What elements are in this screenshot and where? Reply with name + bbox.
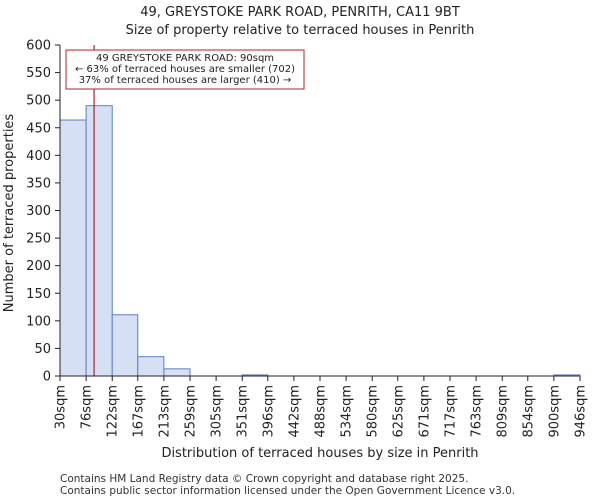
y-tick-label: 350 <box>26 176 51 191</box>
bar-122sqm <box>111 314 139 377</box>
x-tick-label: 763sqm <box>470 385 485 438</box>
x-tick-label: 580sqm <box>366 385 381 438</box>
annotation-line-2: ← 63% of terraced houses are smaller (70… <box>75 64 295 75</box>
x-tick-label: 809sqm <box>496 385 511 438</box>
chart-subtitle: Size of property relative to terraced ho… <box>126 23 475 38</box>
x-tick-label: 534sqm <box>340 385 355 438</box>
x-tick-label: 305sqm <box>210 385 225 438</box>
x-ticks: 30sqm 76sqm 122sqm 167sqm 213sqm 259sqm 305sqm… <box>54 376 589 438</box>
x-axis-title: Distribution of terraced houses by size … <box>161 446 478 461</box>
x-tick-label: 442sqm <box>287 385 302 438</box>
x-tick-label: 213sqm <box>157 385 172 438</box>
bars-group <box>59 105 581 377</box>
x-tick-label: 122sqm <box>106 385 121 438</box>
footer-line-2: Contains public sector information licen… <box>60 485 515 497</box>
y-tick-label: 450 <box>26 121 51 136</box>
y-ticks: 0 50 100 150 200 250 300 350 400 450 500 550 600 <box>26 39 60 385</box>
x-tick-label: 488sqm <box>314 385 329 438</box>
x-tick-label: 351sqm <box>236 385 251 438</box>
annotation-line-3: 37% of terraced houses are larger (410) … <box>79 75 292 86</box>
y-tick-label: 300 <box>26 204 51 219</box>
x-tick-label: 900sqm <box>547 385 562 438</box>
bar-167sqm <box>137 356 165 377</box>
x-tick-label: 167sqm <box>131 385 146 438</box>
y-tick-label: 50 <box>34 342 51 357</box>
footer-line-1: Contains HM Land Registry data © Crown c… <box>60 473 468 485</box>
y-tick-label: 250 <box>26 232 51 247</box>
bar-76sqm <box>85 105 113 377</box>
x-tick-label: 946sqm <box>574 385 589 438</box>
x-tick-label: 76sqm <box>80 385 95 429</box>
x-tick-label: 30sqm <box>54 385 69 429</box>
bar-30sqm <box>59 119 87 377</box>
y-tick-label: 600 <box>26 39 51 54</box>
annotation-line-1: 49 GREYSTOKE PARK ROAD: 90sqm <box>96 53 274 64</box>
annotation-box: 49 GREYSTOKE PARK ROAD: 90sqm ← 63% of t… <box>65 49 305 90</box>
y-tick-label: 400 <box>26 149 51 164</box>
x-tick-label: 396sqm <box>261 385 276 438</box>
y-tick-label: 0 <box>43 370 51 385</box>
chart-title: 49, GREYSTOKE PARK ROAD, PENRITH, CA11 9… <box>140 5 460 20</box>
bar-213sqm <box>163 368 191 377</box>
y-tick-label: 200 <box>26 259 51 274</box>
y-tick-label: 100 <box>26 314 51 329</box>
x-tick-label: 671sqm <box>417 385 432 438</box>
annotation-rect <box>65 49 305 90</box>
y-tick-label: 550 <box>26 66 51 81</box>
y-axis-title: Number of terraced properties <box>2 114 17 313</box>
x-tick-label: 717sqm <box>444 385 459 438</box>
y-tick-label: 500 <box>26 94 51 109</box>
x-tick-label: 854sqm <box>521 385 536 438</box>
x-tick-label: 259sqm <box>184 385 199 438</box>
y-tick-label: 150 <box>26 287 51 302</box>
x-tick-label: 625sqm <box>391 385 406 438</box>
